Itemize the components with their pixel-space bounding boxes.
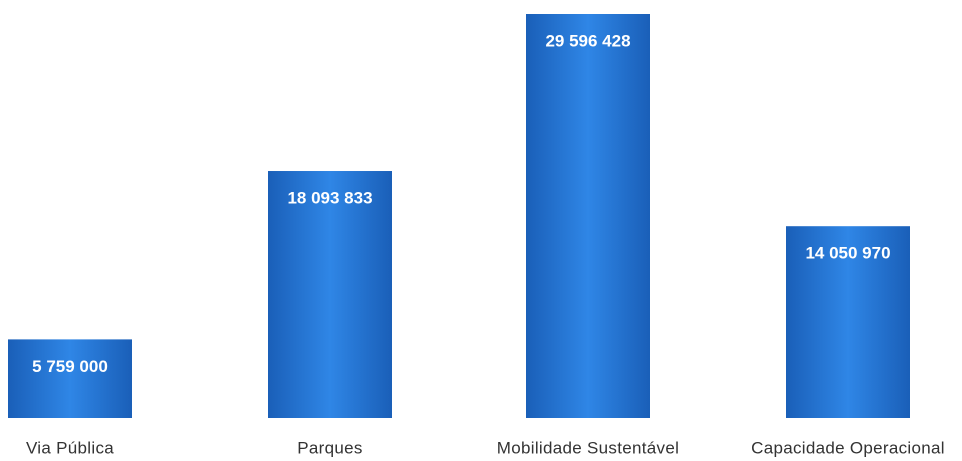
bar [526, 14, 650, 418]
bar [268, 171, 392, 418]
x-tick-label: Via Pública [26, 438, 114, 457]
value-label: 18 093 833 [287, 188, 372, 207]
x-tick-label: Capacidade Operacional [751, 438, 945, 457]
bar [8, 339, 132, 418]
bar [786, 226, 910, 418]
value-label: 29 596 428 [545, 31, 630, 50]
x-tick-label: Mobilidade Sustentável [497, 438, 679, 457]
value-label: 5 759 000 [32, 357, 108, 376]
value-label: 14 050 970 [805, 244, 890, 263]
x-tick-label: Parques [297, 438, 362, 457]
